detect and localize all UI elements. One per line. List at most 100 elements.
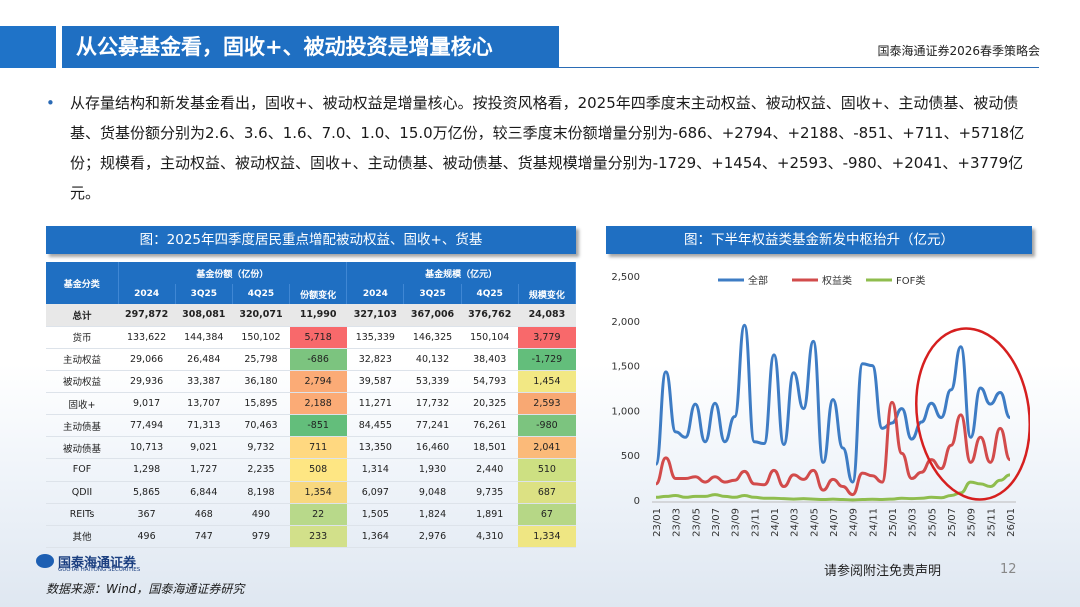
table-cell: 2,593 [518,392,576,416]
table-cell: 6,097 [346,481,404,504]
table-cell: 496 [118,525,176,549]
table-cell: 6,844 [175,481,233,504]
table-cell: 510 [518,458,576,482]
legend-label: FOF类 [896,274,925,287]
conference-label: 国泰海通证券2026春季策略会 [877,44,1040,58]
y-tick-label: 0 [634,496,640,507]
table-cell: 327,103 [346,304,404,327]
table-cell: 18,501 [461,436,519,460]
series-line-1 [655,400,1012,497]
table-cell: 308,081 [175,304,233,327]
x-tick-label: 23/03 [672,508,683,537]
table-row: 主动债基 77,494 71,313 70,463 -851 84,455 77,241 76… [46,414,576,438]
subheader: 3Q25 [175,284,233,304]
table-cell: 133,622 [118,326,176,349]
table-body: 总计 297,872 308,081 320,071 11,990 327,103 367,… [46,304,576,549]
header-group-scale: 基金规模（亿元） [346,262,576,284]
y-tick-label: 1,500 [611,362,640,373]
table-cell: 320,071 [232,304,290,327]
bullet-dot-icon: • [46,94,55,112]
row-label: FOF [46,458,118,482]
table-cell: 150,104 [461,326,519,349]
summary-text: 从存量结构和新发基金看出，固收+、被动权益是增量核心。按投资风格看，2025年四… [70,94,1025,202]
table-cell: 747 [175,525,233,549]
table-cell: -851 [289,414,347,438]
table-cell: -1,729 [518,348,576,371]
table-cell: 1,454 [518,370,576,394]
chart-title: 图：下半年权益类基金新发中枢抬升（亿元） [606,226,1032,254]
table-cell: 2,235 [232,458,290,482]
table-cell: 29,066 [118,348,176,371]
page-title: 从公募基金看，固收+、被动投资是增量核心 [62,26,559,68]
x-tick-label: 23/01 [652,508,663,537]
legend-label: 全部 [748,274,768,287]
x-tick-label: 24/11 [868,508,879,537]
x-tick-label: 25/11 [986,508,997,537]
x-tick-label: 23/09 [731,508,742,537]
table-row: REITs 367 468 490 22 1,505 1,824 1,891 67 [46,503,576,526]
x-tick-label: 25/03 [908,508,919,537]
table-cell: 9,017 [118,392,176,416]
subheader: 3Q25 [403,284,462,304]
table-cell: 70,463 [232,414,290,438]
logo-subtext: GUOTAI HAITONG SECURITIES [58,567,141,573]
table-cell: 5,865 [118,481,176,504]
table-row: 固收+ 9,017 13,707 15,895 2,188 11,271 17,732 20,… [46,392,576,416]
table-row: 被动权益 29,936 33,387 36,180 2,794 39,587 53,339 5… [46,370,576,394]
highlight-ellipse [915,327,1030,501]
table-cell: 24,083 [518,304,576,327]
table-cell: 3,779 [518,326,576,349]
x-tick-label: 25/09 [967,508,978,537]
table-row: 货币 133,622 144,384 150,102 5,718 135,339 146,3… [46,326,576,349]
x-tick-label: 24/05 [809,508,820,537]
table-cell: 13,350 [346,436,404,460]
table-cell: 367,006 [403,304,462,327]
table-cell: 13,707 [175,392,233,416]
x-tick-label: 25/07 [947,508,958,537]
x-tick-label: 26/01 [1006,508,1017,537]
table-cell: 38,403 [461,348,519,371]
table-cell: 8,198 [232,481,290,504]
table-cell: 39,587 [346,370,404,394]
table-cell: 9,732 [232,436,290,460]
table-row: 被动债基 10,713 9,021 9,732 711 13,350 16,460 18,50… [46,436,576,460]
table-cell: 2,188 [289,392,347,416]
table-cell: 32,823 [346,348,404,371]
table-cell: 11,271 [346,392,404,416]
table-cell: 1,930 [403,458,462,482]
table-cell: 67 [518,503,576,526]
table-cell: 1,364 [346,525,404,549]
table-row: QDII 5,865 6,844 8,198 1,354 6,097 9,048 9,735 6… [46,481,576,504]
table-cell: 146,325 [403,326,462,349]
table-cell: 1,298 [118,458,176,482]
x-tick-label: 24/07 [829,508,840,537]
table-cell: -686 [289,348,347,371]
table-cell: 25,798 [232,348,290,371]
table-cell: 17,732 [403,392,462,416]
series-line-2 [655,473,1011,502]
table-cell: 20,325 [461,392,519,416]
row-label: 其他 [46,525,118,549]
series-line-0 [654,323,1011,484]
company-logo: 国泰海通证券 GUOTAI HAITONG SECURITIES [36,552,156,574]
table-cell: 36,180 [232,370,290,394]
table-cell: 15,895 [232,392,290,416]
row-label: 主动权益 [46,348,118,371]
header-category: 基金分类 [46,262,119,304]
logo-mark-icon [36,554,54,568]
table-cell: 144,384 [175,326,233,349]
table-cell: 29,936 [118,370,176,394]
table-row: 总计 297,872 308,081 320,071 11,990 327,103 367,… [46,304,576,327]
table-cell: 22 [289,503,347,526]
fund-issuance-chart: 0 500 1,000 1,500 2,000 2,500 23/01 23/03 23/05 2… [611,272,1030,537]
row-label: QDII [46,481,118,504]
table-cell: 1,334 [518,525,576,549]
subheader: 2024 [346,284,405,304]
table-cell: 4,310 [461,525,519,549]
table-cell: 16,460 [403,436,462,460]
table-cell: 490 [232,503,290,526]
subheader: 2024 [118,284,176,304]
table-cell: 508 [289,458,347,482]
table-cell: 233 [289,525,347,549]
row-label: 总计 [46,304,118,327]
